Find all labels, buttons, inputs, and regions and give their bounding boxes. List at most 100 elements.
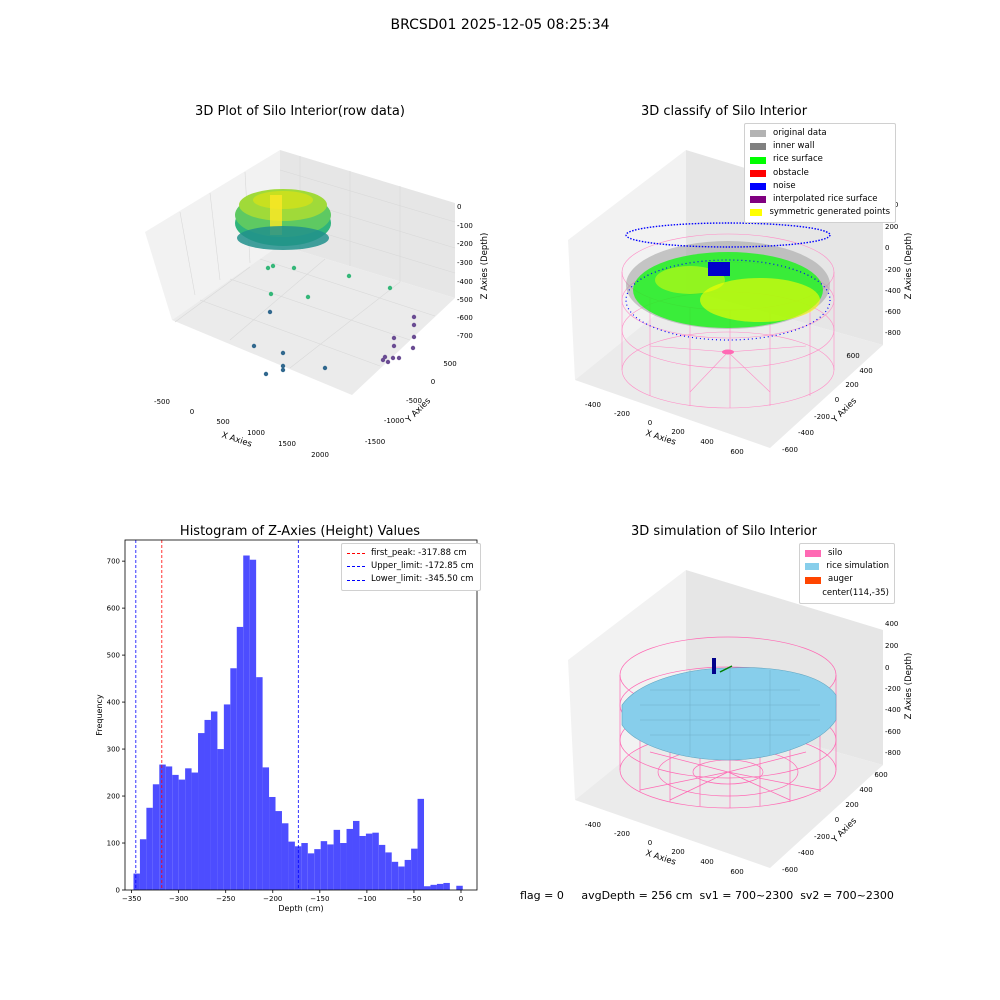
histogram-ylabel: Frequency — [95, 694, 104, 736]
histogram-bar — [436, 883, 444, 890]
panel2-silo-wireframe — [621, 233, 835, 409]
histogram-bar — [191, 772, 199, 890]
histogram-bar — [346, 828, 353, 890]
p4-ztick: -800 — [885, 749, 901, 757]
p1-ztick: -600 — [457, 314, 473, 322]
p4-ztick: 0 — [885, 664, 889, 672]
p4-xtick: -200 — [614, 830, 630, 838]
legend-swatch — [750, 209, 763, 217]
histogram-x-tick-label: −250 — [216, 895, 235, 903]
legend-label: auger — [828, 574, 853, 585]
legend-label: symmetric generated points — [769, 207, 890, 218]
p1-xtick: 2000 — [311, 451, 329, 459]
legend-label: rice simulation — [826, 561, 889, 572]
legend-label: noise — [773, 180, 796, 191]
legend-label: interpolated rice surface — [773, 194, 878, 205]
histogram-bar — [236, 626, 244, 890]
histogram-bar — [210, 711, 218, 890]
histogram-x-tick-label: −50 — [407, 895, 422, 903]
histogram-bar — [404, 859, 412, 890]
histogram-x-tick-label: −350 — [122, 895, 141, 903]
histogram-bar — [456, 885, 463, 890]
histogram-frame — [124, 539, 478, 891]
histogram-title: Histogram of Z-Axies (Height) Values — [179, 524, 421, 539]
p2-ztick: 200 — [885, 223, 898, 231]
p2-ytick: 600 — [846, 352, 859, 360]
legend-swatch — [750, 156, 766, 164]
p1-ztick: -700 — [457, 332, 473, 340]
p2-ytick: 400 — [859, 367, 872, 375]
p4-ytick: 400 — [859, 786, 872, 794]
p2-xtick: -400 — [585, 401, 601, 409]
panel1-point-cloud — [235, 189, 417, 377]
histogram-bar — [327, 844, 334, 890]
p4-ztick: -200 — [885, 685, 901, 693]
legend-label: obstacle — [773, 167, 809, 178]
panel4-rice-surface — [621, 658, 837, 761]
legend-item-rice-simulation: rice simulation — [805, 560, 889, 573]
histogram-bar — [430, 884, 437, 890]
p2-ztick: -600 — [885, 308, 901, 316]
legend-label: silo — [828, 548, 843, 558]
panel4-axes-panes — [568, 570, 883, 868]
panel4-title: 3D simulation of Silo Interior — [631, 524, 817, 539]
legend-label: Lower_limit: -345.50 cm — [371, 574, 474, 585]
legend-label: inner wall — [773, 141, 815, 152]
p1-ytick: 500 — [443, 360, 456, 368]
p1-zlabel: Z Axies (Depth) — [480, 233, 490, 300]
legend-label: original data — [773, 128, 827, 138]
histogram-bar — [165, 766, 173, 890]
p4-ytick: 600 — [874, 771, 887, 779]
legend-item-obstacle: obstacle — [750, 167, 890, 180]
p4-ytick: -600 — [782, 866, 798, 874]
histogram-bar — [139, 839, 147, 890]
legend-swatch — [750, 182, 766, 190]
footer-status: flag = 0 avgDepth = 256 cm sv1 = 700~230… — [520, 889, 894, 902]
legend-swatch — [805, 563, 820, 571]
p2-ytick: -600 — [782, 446, 798, 454]
p2-ztick: -200 — [885, 266, 901, 274]
figure-title: BRCSD01 2025-12-05 08:25:34 — [390, 17, 610, 33]
legend-item-silo: silo — [805, 547, 889, 560]
p1-ytick: -1500 — [365, 438, 385, 446]
histogram-bar — [133, 873, 140, 890]
panel4-tick-labels: -400 -200 0 200 400 600 600 400 200 0 -2… — [585, 620, 901, 876]
histogram-y-tick-label: 400 — [107, 699, 120, 707]
histogram-y-tick-label: 500 — [107, 652, 120, 660]
histogram-bar — [262, 767, 270, 890]
p1-ztick: -200 — [457, 240, 473, 248]
histogram-x-tick-label: −300 — [169, 895, 188, 903]
p1-xtick: 1500 — [278, 440, 296, 448]
panel2-legend: original data inner wall rice surface ob… — [744, 123, 896, 224]
histogram-bar — [288, 841, 295, 890]
p1-xtick: -500 — [154, 398, 170, 406]
histogram-bar — [198, 733, 205, 890]
legend-item-noise: noise — [750, 180, 890, 193]
histogram-bar — [178, 779, 186, 890]
histogram-bar — [256, 677, 263, 890]
p2-xtick: 200 — [671, 428, 684, 436]
histogram-bar — [146, 807, 153, 890]
p4-xtick: 200 — [671, 848, 684, 856]
p1-ytick: -1000 — [384, 417, 404, 425]
p1-ytick: -500 — [406, 397, 422, 405]
legend-item-upper-limit: Upper_limit: -172.85 cm — [347, 560, 475, 573]
p1-ztick: 0 — [457, 203, 461, 211]
histogram-bar — [217, 749, 224, 890]
histogram-y-tick-label: 700 — [107, 558, 120, 566]
histogram-bar — [307, 853, 315, 890]
p4-ytick: 0 — [835, 816, 839, 824]
histogram-bar — [301, 843, 308, 890]
histogram-xlabel: Depth (cm) — [278, 904, 323, 913]
histogram-bar — [365, 833, 373, 890]
histogram-bars — [133, 555, 463, 890]
histogram-bar — [275, 811, 282, 890]
histogram-bar — [159, 764, 166, 890]
p4-ytick: -400 — [798, 849, 814, 857]
legend-item-rice-surface: rice surface — [750, 153, 890, 166]
histogram-bar — [372, 832, 379, 890]
histogram-bar — [417, 798, 425, 890]
panel2-surface-points — [625, 222, 831, 355]
p1-ztick: -500 — [457, 296, 473, 304]
